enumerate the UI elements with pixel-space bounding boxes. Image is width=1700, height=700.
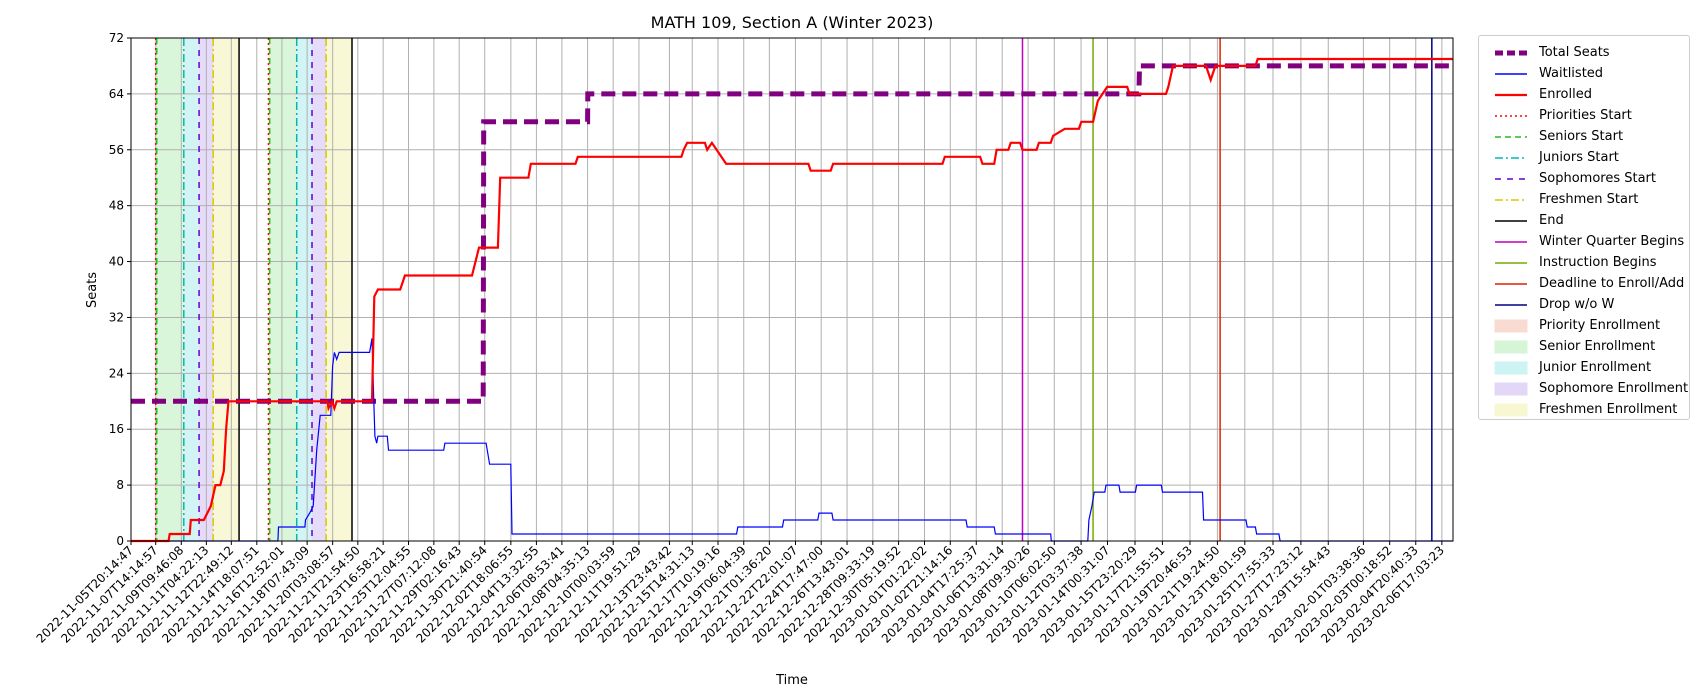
y-tick-label: 32 (109, 310, 124, 324)
y-tick-label: 56 (109, 143, 124, 157)
legend-label: Senior Enrollment (1539, 339, 1656, 354)
series-waitlisted (131, 338, 1453, 542)
legend-swatch (1494, 382, 1528, 395)
legend-item-seniors-start: Seniors Start (1487, 126, 1623, 147)
legend-label: Junior Enrollment (1539, 360, 1652, 375)
legend-label: Deadline to Enroll/Add (1539, 276, 1685, 291)
legend-item-sophomores-start: Sophomores Start (1487, 168, 1656, 189)
legend-label: Sophomore Enrollment (1539, 381, 1689, 396)
legend-swatch (1494, 340, 1528, 353)
y-tick-label: 64 (109, 87, 124, 101)
legend-item-deadline-to-enroll-add: Deadline to Enroll/Add (1487, 273, 1684, 294)
legend-item-freshmen-enrollment: Freshmen Enrollment (1487, 399, 1677, 420)
data-series (131, 57, 1453, 543)
legend-key (1494, 340, 1528, 353)
chart-legend: Total Seats Waitlisted Enrolled Priorities … (1478, 35, 1690, 420)
legend-key (1494, 382, 1528, 395)
legend-item-junior-enrollment: Junior Enrollment (1487, 357, 1651, 378)
legend-item-waitlisted: Waitlisted (1487, 63, 1603, 84)
shade-senior-enrollment (269, 38, 297, 541)
legend-key (1495, 114, 1527, 117)
legend-swatch (1494, 361, 1528, 374)
legend-item-instruction-begins: Instruction Begins (1487, 252, 1657, 273)
event-lines (154, 38, 1433, 541)
legend-label: Sophomores Start (1539, 171, 1656, 186)
legend-key (1494, 319, 1528, 332)
legend-label: Freshmen Start (1539, 192, 1639, 207)
shaded-regions (155, 38, 352, 541)
legend-label: Freshmen Enrollment (1539, 402, 1678, 417)
legend-label: Total Seats (1539, 45, 1610, 60)
legend-key (1495, 240, 1527, 243)
legend-item-total-seats: Total Seats (1487, 42, 1610, 63)
y-tick-label: 48 (109, 199, 124, 213)
shade-freshmen-enrollment (326, 38, 352, 541)
legend-key (1495, 72, 1527, 75)
y-tick-label: 24 (109, 366, 124, 380)
y-tick-label: 72 (109, 31, 124, 45)
chart-title: MATH 109, Section A (Winter 2023) (651, 13, 934, 32)
x-axis-ticks: 2022-11-05T20:14:472022-11-07T14:14:5720… (34, 541, 1447, 646)
legend-label: End (1539, 213, 1564, 228)
legend-label: Priorities Start (1539, 108, 1632, 123)
legend-item-priorities-start: Priorities Start (1487, 105, 1632, 126)
series-enrolled (131, 57, 1453, 543)
plot-frame (130, 37, 1454, 542)
legend-key (1495, 303, 1527, 306)
x-axis-label: Time (775, 673, 808, 688)
legend-item-end: End (1487, 210, 1564, 231)
y-tick-label: 16 (109, 422, 124, 436)
legend-item-sophomore-enrollment: Sophomore Enrollment (1487, 378, 1688, 399)
y-tick-label: 40 (109, 255, 124, 269)
legend-label: Seniors Start (1539, 129, 1624, 144)
y-axis-label: Seats (85, 272, 100, 308)
shade-junior-enrollment (183, 38, 200, 541)
y-tick-label: 0 (116, 534, 124, 548)
legend-item-priority-enrollment: Priority Enrollment (1487, 315, 1660, 336)
legend-label: Enrolled (1539, 87, 1592, 102)
legend-key (1495, 219, 1527, 222)
shade-freshmen-enrollment (213, 38, 240, 541)
shade-junior-enrollment (296, 38, 313, 541)
legend-key (1495, 261, 1527, 264)
legend-label: Juniors Start (1539, 150, 1619, 165)
legend-key (1494, 403, 1528, 416)
legend-key (1494, 361, 1528, 374)
legend-item-drop-w-o-w: Drop w/o W (1487, 294, 1614, 315)
legend-key (1495, 93, 1527, 96)
legend-item-enrolled: Enrolled (1487, 84, 1592, 105)
legend-key (1495, 50, 1527, 55)
legend-label: Instruction Begins (1539, 255, 1657, 270)
legend-item-freshmen-start: Freshmen Start (1487, 189, 1638, 210)
shade-senior-enrollment (156, 38, 184, 541)
legend-label: Priority Enrollment (1539, 318, 1661, 333)
legend-key (1495, 177, 1527, 180)
legend-key (1495, 198, 1527, 201)
legend-swatch (1494, 319, 1528, 332)
legend-item-senior-enrollment: Senior Enrollment (1487, 336, 1655, 357)
legend-key (1495, 156, 1527, 159)
legend-label: Waitlisted (1539, 66, 1604, 81)
y-axis-ticks: 0 8 16 24 32 40 48 56 64 72 (109, 31, 131, 548)
legend-key (1495, 282, 1527, 285)
legend-item-winter-quarter-begins: Winter Quarter Begins (1487, 231, 1684, 252)
legend-label: Drop w/o W (1539, 297, 1615, 312)
shade-sophomore-enrollment (312, 38, 327, 541)
legend-item-juniors-start: Juniors Start (1487, 147, 1619, 168)
legend-swatch (1494, 403, 1528, 416)
legend-label: Winter Quarter Begins (1539, 234, 1685, 249)
y-tick-label: 8 (116, 478, 124, 492)
legend-key (1495, 135, 1527, 138)
